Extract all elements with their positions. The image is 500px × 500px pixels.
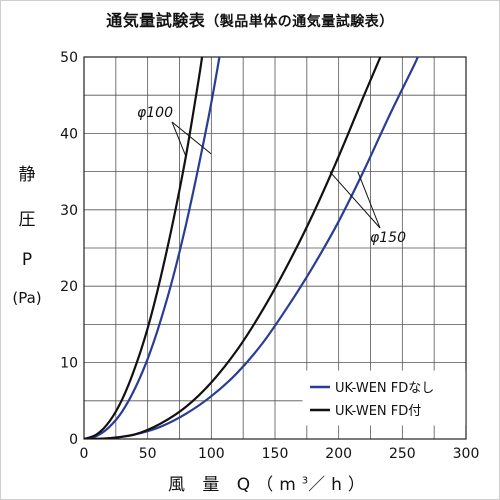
- y-tick-label: 40: [60, 126, 78, 142]
- callout-phi150: φ150: [370, 230, 406, 246]
- y-axis-label-1: 静: [18, 165, 36, 185]
- legend-label: UK-WEN FD付: [335, 404, 421, 419]
- y-axis-label-3: P: [21, 250, 33, 270]
- title-sub: （製品単体の通気量試験表）: [205, 14, 394, 30]
- y-tick-label: 20: [60, 279, 78, 295]
- x-tick-label: 50: [139, 446, 157, 462]
- x-tick-label: 300: [453, 446, 480, 462]
- series-line-1: [84, 57, 204, 439]
- y-axis-label-2: 圧: [18, 210, 36, 230]
- x-tick-label: 0: [80, 446, 89, 462]
- chart-title: 通気量試験表（製品単体の通気量試験表）: [0, 7, 500, 31]
- callout-leader: [329, 171, 381, 229]
- y-tick-label: 0: [69, 432, 78, 448]
- callout-phi100: φ100: [137, 105, 173, 121]
- y-tick-label: 50: [60, 50, 78, 66]
- series-line-0: [84, 57, 221, 439]
- y-axis-label-4: (Pa): [12, 289, 42, 307]
- series-line-3: [84, 57, 382, 439]
- x-tick-label: 150: [262, 446, 289, 462]
- callout-leader: [171, 121, 212, 155]
- x-tick-label: 100: [198, 446, 225, 462]
- title-main: 通気量試験表: [106, 11, 206, 30]
- x-tick-label: 250: [389, 446, 416, 462]
- y-tick-label: 30: [60, 203, 78, 219]
- legend-box: [302, 370, 466, 426]
- callout-leader: [357, 171, 381, 229]
- y-tick-label: 10: [60, 356, 78, 372]
- x-axis-label: 風 量 Q（m3／h）: [168, 475, 371, 495]
- plot-border: [83, 56, 467, 440]
- legend-label: UK-WEN FDなし: [335, 381, 434, 396]
- x-tick-label: 200: [325, 446, 352, 462]
- callout-leader: [171, 121, 187, 157]
